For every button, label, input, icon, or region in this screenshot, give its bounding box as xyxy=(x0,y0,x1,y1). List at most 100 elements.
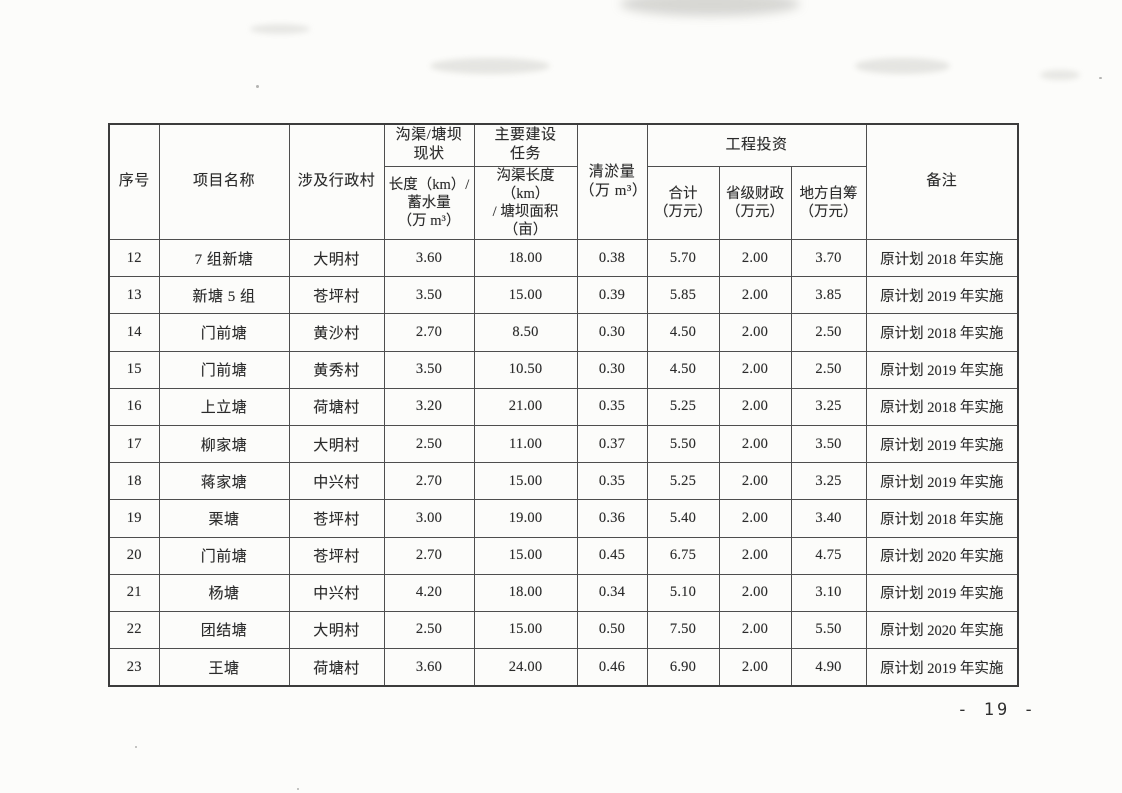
header-invest-provincial: 省级财政 （万元） xyxy=(718,165,792,240)
cell-invest-total: 5.10 xyxy=(646,573,720,612)
cell-current-status: 2.70 xyxy=(383,313,475,352)
cell-village: 苍坪村 xyxy=(288,499,385,538)
cell-project-name: 团结塘 xyxy=(158,610,290,650)
cell-remark: 原计划 2019 年实施 xyxy=(865,276,1019,315)
cell-remark: 原计划 2019 年实施 xyxy=(865,573,1019,612)
cell-remark: 原计划 2020 年实施 xyxy=(865,536,1019,575)
header-build-task-sub: 沟渠长度（km） / 塘坝面积 （亩） xyxy=(473,165,578,240)
scan-artifact xyxy=(620,0,800,16)
cell-invest-provincial: 2.00 xyxy=(718,648,792,687)
scan-speck xyxy=(256,85,259,88)
cell-project-name: 新塘 5 组 xyxy=(158,276,290,315)
cell-seq: 23 xyxy=(108,648,160,687)
cell-build-task: 15.00 xyxy=(473,536,578,575)
cell-invest-local: 3.25 xyxy=(790,462,867,501)
cell-build-task: 11.00 xyxy=(473,424,578,464)
cell-remark: 原计划 2018 年实施 xyxy=(865,313,1019,352)
cell-invest-total: 5.50 xyxy=(646,424,720,464)
cell-dredge-volume: 0.34 xyxy=(576,573,648,612)
table-row: 12 7 组新塘 大明村 3.60 18.00 0.38 5.70 2.00 3.70 原计划 2… xyxy=(108,238,1019,278)
cell-village: 黄沙村 xyxy=(288,313,385,352)
cell-invest-total: 4.50 xyxy=(646,313,720,352)
cell-invest-local: 3.85 xyxy=(790,276,867,315)
cell-invest-provincial: 2.00 xyxy=(718,238,792,278)
table-row: 18 蒋家塘 中兴村 2.70 15.00 0.35 5.25 2.00 3.25 原计划 201… xyxy=(108,462,1019,501)
table-row: 21 杨塘 中兴村 4.20 18.00 0.34 5.10 2.00 3.10 原计划 2019… xyxy=(108,573,1019,612)
cell-seq: 19 xyxy=(108,499,160,538)
header-current-status-group: 沟渠/塘坝 现状 xyxy=(383,123,475,167)
cell-village: 大明村 xyxy=(288,424,385,464)
cell-current-status: 4.20 xyxy=(383,573,475,612)
table-row: 23 王塘 荷塘村 3.60 24.00 0.46 6.90 2.00 4.90 原计划 2019… xyxy=(108,648,1019,687)
cell-dredge-volume: 0.30 xyxy=(576,313,648,352)
table-row: 22 团结塘 大明村 2.50 15.00 0.50 7.50 2.00 5.50 原计划 202… xyxy=(108,610,1019,650)
table-row: 17 柳家塘 大明村 2.50 11.00 0.37 5.50 2.00 3.50 原计划 201… xyxy=(108,424,1019,464)
cell-project-name: 蒋家塘 xyxy=(158,462,290,501)
cell-project-name: 柳家塘 xyxy=(158,424,290,464)
cell-village: 苍坪村 xyxy=(288,536,385,575)
cell-dredge-volume: 0.36 xyxy=(576,499,648,538)
scan-artifact xyxy=(855,58,950,74)
table-row: 14 门前塘 黄沙村 2.70 8.50 0.30 4.50 2.00 2.50 原计划 2018… xyxy=(108,313,1019,352)
header-invest-group: 工程投资 xyxy=(646,123,867,167)
cell-invest-total: 7.50 xyxy=(646,610,720,650)
cell-invest-local: 5.50 xyxy=(790,610,867,650)
header-seq: 序号 xyxy=(108,123,160,240)
pond-project-table: 序号 项目名称 涉及行政村 沟渠/塘坝 现状 主要建设 任务 清淤量 （万 m³… xyxy=(108,123,1020,688)
table-row: 16 上立塘 荷塘村 3.20 21.00 0.35 5.25 2.00 3.25 原计划 201… xyxy=(108,387,1019,426)
scan-artifact xyxy=(1040,70,1080,80)
cell-project-name: 栗塘 xyxy=(158,499,290,538)
cell-dredge-volume: 0.35 xyxy=(576,462,648,501)
cell-seq: 14 xyxy=(108,313,160,352)
cell-build-task: 10.50 xyxy=(473,350,578,389)
cell-invest-provincial: 2.00 xyxy=(718,610,792,650)
header-row-groups: 序号 项目名称 涉及行政村 沟渠/塘坝 现状 主要建设 任务 清淤量 （万 m³… xyxy=(108,123,1019,240)
cell-invest-total: 5.85 xyxy=(646,276,720,315)
cell-invest-total: 6.75 xyxy=(646,536,720,575)
cell-build-task: 18.00 xyxy=(473,238,578,278)
cell-current-status: 2.50 xyxy=(383,610,475,650)
cell-build-task: 15.00 xyxy=(473,610,578,650)
scan-artifact xyxy=(250,24,310,34)
cell-invest-provincial: 2.00 xyxy=(718,276,792,315)
cell-invest-local: 4.90 xyxy=(790,648,867,687)
cell-current-status: 3.60 xyxy=(383,648,475,687)
cell-invest-provincial: 2.00 xyxy=(718,573,792,612)
table-body: 12 7 组新塘 大明村 3.60 18.00 0.38 5.70 2.00 3.70 原计划 2… xyxy=(108,238,1019,687)
cell-invest-local: 3.10 xyxy=(790,573,867,612)
cell-village: 荷塘村 xyxy=(288,648,385,687)
cell-project-name: 杨塘 xyxy=(158,573,290,612)
cell-remark: 原计划 2019 年实施 xyxy=(865,350,1019,389)
table-header: 序号 项目名称 涉及行政村 沟渠/塘坝 现状 主要建设 任务 清淤量 （万 m³… xyxy=(108,123,1019,240)
cell-dredge-volume: 0.38 xyxy=(576,238,648,278)
cell-dredge-volume: 0.50 xyxy=(576,610,648,650)
cell-seq: 16 xyxy=(108,387,160,426)
header-row-subs: 长度（km）/ 蓄水量 （万 m³） 沟渠长度（km） / 塘坝面积 （亩） 合… xyxy=(109,165,1018,240)
cell-build-task: 24.00 xyxy=(473,648,578,687)
cell-project-name: 7 组新塘 xyxy=(158,238,290,278)
cell-invest-provincial: 2.00 xyxy=(718,350,792,389)
cell-project-name: 门前塘 xyxy=(158,350,290,389)
cell-invest-total: 4.50 xyxy=(646,350,720,389)
cell-village: 大明村 xyxy=(288,238,385,278)
cell-dredge-volume: 0.39 xyxy=(576,276,648,315)
cell-invest-total: 5.70 xyxy=(646,238,720,278)
cell-invest-local: 3.70 xyxy=(790,238,867,278)
cell-invest-total: 5.40 xyxy=(646,499,720,538)
cell-invest-provincial: 2.00 xyxy=(718,536,792,575)
cell-village: 中兴村 xyxy=(288,573,385,612)
table-row: 20 门前塘 苍坪村 2.70 15.00 0.45 6.75 2.00 4.75 原计划 202… xyxy=(108,536,1019,575)
cell-village: 中兴村 xyxy=(288,462,385,501)
cell-invest-total: 6.90 xyxy=(646,648,720,687)
cell-current-status: 2.50 xyxy=(383,424,475,464)
cell-remark: 原计划 2020 年实施 xyxy=(865,610,1019,650)
cell-current-status: 2.70 xyxy=(383,462,475,501)
cell-current-status: 3.00 xyxy=(383,499,475,538)
cell-seq: 18 xyxy=(108,462,160,501)
cell-invest-provincial: 2.00 xyxy=(718,313,792,352)
cell-dredge-volume: 0.46 xyxy=(576,648,648,687)
header-village: 涉及行政村 xyxy=(288,123,385,240)
header-invest-total: 合计 （万元） xyxy=(646,165,720,240)
page-number: - 19 - xyxy=(957,700,1037,720)
